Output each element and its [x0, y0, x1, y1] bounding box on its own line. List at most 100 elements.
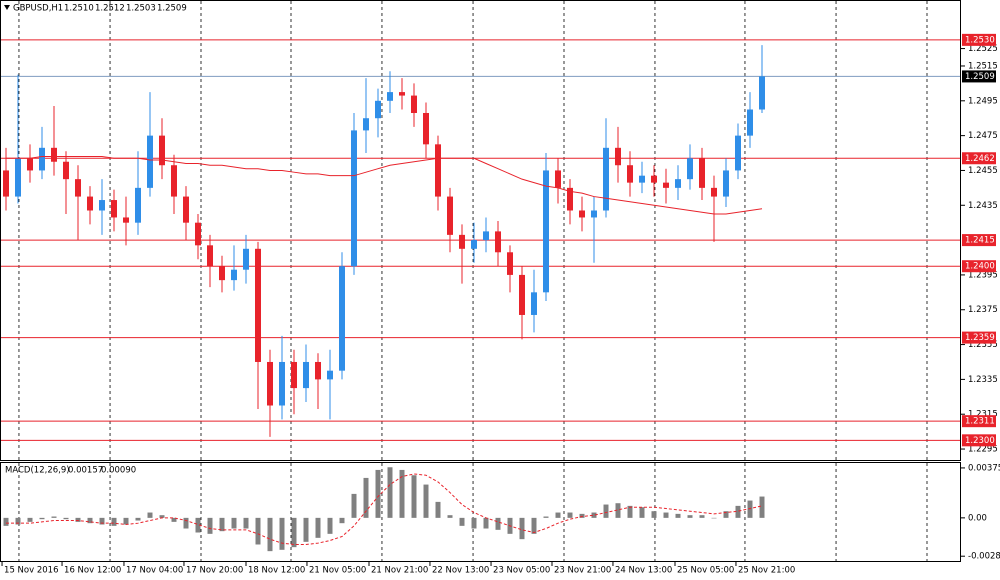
- macd-bar: [231, 517, 237, 529]
- candle-body: [663, 182, 669, 188]
- candle-body: [159, 135, 165, 166]
- current-price-label: 1.2509: [965, 72, 995, 82]
- macd-bar: [459, 517, 465, 526]
- macd-bar: [279, 517, 285, 550]
- macd-bar: [447, 515, 453, 518]
- x-tick-label: 25 Nov 05:00: [677, 566, 734, 576]
- macd-bar: [111, 517, 117, 526]
- candle-body: [507, 252, 513, 275]
- price-panel-frame: [0, 0, 961, 461]
- macd-bar: [687, 515, 693, 518]
- macd-bar: [699, 515, 705, 518]
- candle-body: [459, 234, 465, 249]
- level-label-box: [962, 415, 996, 428]
- candle-body: [603, 147, 609, 211]
- candle-body: [255, 248, 261, 362]
- candle-body: [183, 196, 189, 223]
- candle-body: [711, 187, 717, 197]
- candle-body: [279, 361, 285, 406]
- candle-body: [99, 200, 105, 211]
- macd-bar: [471, 517, 477, 529]
- y-tick-label: 0.00375: [968, 463, 1000, 473]
- macd-bar: [171, 517, 177, 522]
- macd-bar: [147, 512, 153, 518]
- macd-title: MACD(12,26,9): [5, 466, 70, 476]
- macd-bar: [303, 517, 309, 542]
- macd-value: 0.00090: [101, 466, 136, 476]
- macd-bar: [219, 517, 225, 532]
- level-label: 1.2300: [965, 436, 995, 446]
- header-value: 1.2509: [157, 4, 187, 14]
- level-label-box: [962, 434, 996, 447]
- level-label: 1.2530: [965, 35, 995, 45]
- menu-triangle[interactable]: [4, 5, 10, 10]
- candle-body: [399, 92, 405, 96]
- candle-body: [231, 269, 237, 281]
- candle-body: [423, 112, 429, 145]
- macd-bar: [207, 517, 213, 534]
- candle-body: [483, 231, 489, 241]
- x-tick-label: 25 Nov 21:00: [738, 566, 795, 576]
- candle-body: [15, 158, 21, 197]
- macd-bar: [663, 512, 669, 518]
- candle-body: [363, 118, 369, 131]
- candle-body: [411, 95, 417, 113]
- x-tick-label: 17 Nov 20:00: [186, 566, 243, 576]
- y-tick-label: 1.2315: [968, 410, 998, 420]
- candle-body: [327, 370, 333, 380]
- candle-body: [315, 361, 321, 380]
- candle-body: [615, 147, 621, 166]
- macd-value: 0.00157: [68, 466, 103, 476]
- macd-bar: [183, 517, 189, 529]
- macd-bar: [519, 517, 525, 540]
- candle-body: [147, 135, 153, 188]
- level-label: 1.2311: [965, 417, 995, 427]
- y-tick-label: 1.2295: [968, 445, 998, 455]
- level-label-box: [962, 331, 996, 344]
- macd-bar: [555, 512, 561, 518]
- x-tick-label: 21 Nov 05:00: [309, 566, 366, 576]
- macd-bar: [735, 505, 741, 518]
- macd-bar: [75, 517, 81, 522]
- y-tick-label: 1.2525: [968, 44, 998, 54]
- macd-bar: [339, 517, 345, 524]
- candle-body: [567, 187, 573, 211]
- y-tick-label: 1.2455: [968, 166, 998, 176]
- x-tick-label: 22 Nov 13:00: [432, 566, 489, 576]
- header-value: 1.2512: [95, 4, 125, 14]
- candle-body: [111, 200, 117, 218]
- candle-body: [579, 210, 585, 218]
- candle-body: [447, 196, 453, 235]
- current-price-box: [962, 70, 996, 83]
- candle-body: [675, 179, 681, 188]
- candle-body: [351, 130, 357, 267]
- macd-bar: [435, 501, 441, 518]
- candle-body: [219, 266, 225, 281]
- macd-bar: [651, 511, 657, 518]
- y-tick-label: 1.2335: [968, 375, 998, 385]
- candle-body: [531, 292, 537, 315]
- candle-body: [699, 158, 705, 188]
- macd-bar: [543, 516, 549, 518]
- chart-title: GBPUSD,H1: [13, 4, 63, 14]
- level-label-box: [962, 260, 996, 273]
- x-tick-label: 15 Nov 2016: [4, 566, 58, 576]
- x-tick-label: 23 Nov 05:00: [493, 566, 550, 576]
- candle-body: [75, 179, 81, 197]
- macd-bar: [363, 477, 369, 518]
- y-tick-label: -0.00288: [968, 552, 1000, 562]
- macd-bar: [747, 500, 753, 518]
- macd-bar: [267, 517, 273, 552]
- candle-body: [759, 76, 765, 110]
- macd-bar: [315, 517, 321, 538]
- macd-bar: [3, 517, 9, 526]
- y-tick-label: 1.2355: [968, 340, 998, 350]
- macd-bar: [291, 517, 297, 548]
- macd-bar: [399, 469, 405, 518]
- candle-body: [723, 170, 729, 197]
- candle-body: [303, 361, 309, 389]
- macd-bar: [411, 475, 417, 518]
- level-label-box: [962, 234, 996, 247]
- y-tick-label: 1.2495: [968, 96, 998, 106]
- macd-bar: [159, 515, 165, 518]
